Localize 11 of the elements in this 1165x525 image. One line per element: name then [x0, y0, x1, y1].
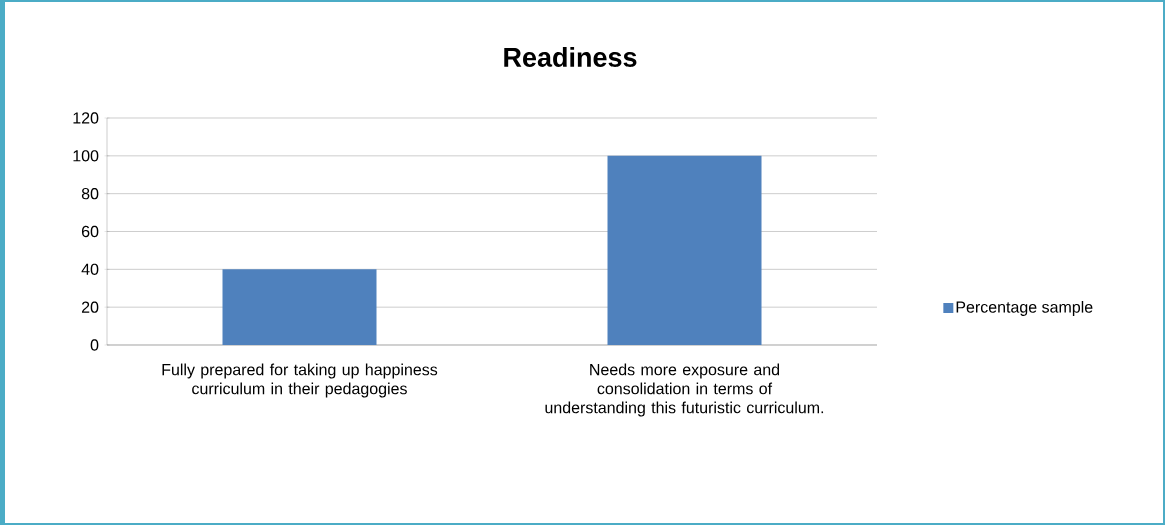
chart-title: Readiness	[504, 47, 637, 67]
legend-label: Percentage sample	[956, 301, 1093, 316]
y-tick-label: 0	[90, 339, 99, 351]
y-tick-label: 120	[73, 112, 99, 124]
y-tick-label: 60	[81, 225, 99, 238]
x-tick-label: Needs more exposure and consolidation in terms of understanding this futuristic curriculum.	[545, 363, 824, 417]
x-tick-label: Fully prepared for taking up happiness curriculum in their pedagogies	[162, 363, 438, 398]
y-tick-label: 80	[81, 188, 99, 200]
y-tick-label: 20	[81, 301, 99, 313]
y-tick-label: 40	[81, 263, 99, 275]
y-tick-label: 100	[73, 150, 99, 162]
